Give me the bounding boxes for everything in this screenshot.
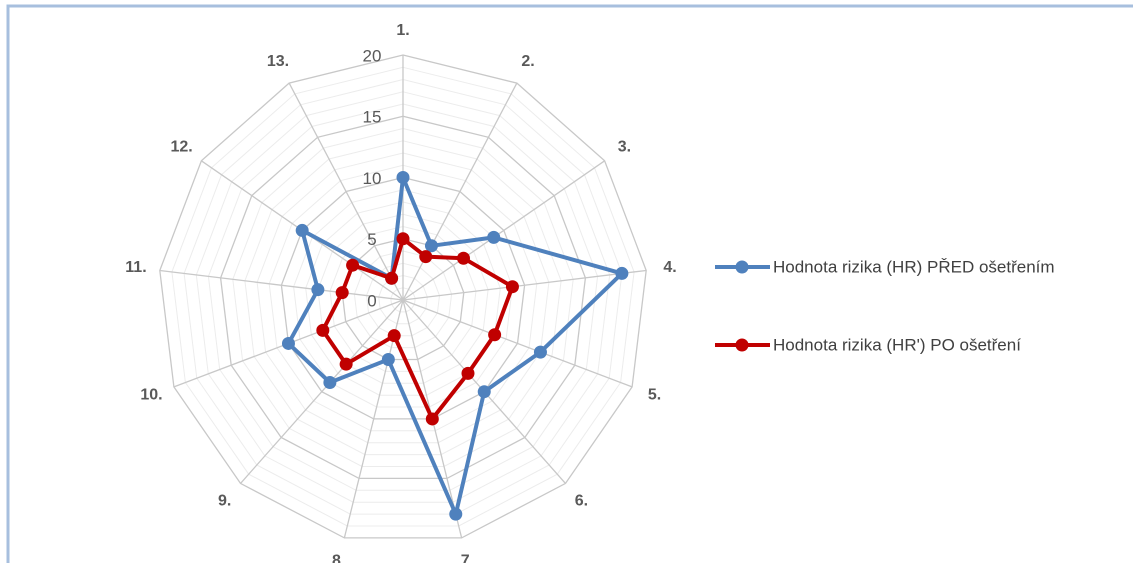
- data-point: [396, 171, 410, 184]
- category-label: 12.: [170, 138, 192, 155]
- data-point: [396, 232, 410, 246]
- spoke: [159, 269, 404, 301]
- legend-label: Hodnota rizika (HR) PŘED ošetřením: [773, 257, 1055, 276]
- grid-ring: [219, 115, 587, 480]
- minor-grid-ring: [390, 287, 416, 313]
- data-point: [311, 283, 325, 297]
- y-tick-label: 5: [367, 230, 376, 249]
- category-label: 8.: [332, 552, 345, 563]
- data-point: [387, 329, 401, 343]
- category-label: 1.: [396, 22, 409, 39]
- data-point: [339, 357, 353, 371]
- spoke: [402, 82, 518, 301]
- data-point: [295, 223, 309, 237]
- legend-label: Hodnota rizika (HR') PO ošetření: [773, 335, 1021, 354]
- series-line: [286, 175, 624, 517]
- spoke: [288, 82, 404, 301]
- legend-marker: [735, 338, 749, 352]
- minor-grid-ring: [183, 78, 623, 515]
- category-label: 2.: [521, 53, 534, 70]
- legend: Hodnota rizika (HR) PŘED ošetřením Hodnot…: [715, 257, 1055, 354]
- minor-grid-ring: [378, 274, 428, 325]
- minor-grid-ring: [365, 262, 441, 337]
- minor-grid-ring: [317, 213, 489, 384]
- minor-grid-ring: [171, 66, 635, 527]
- minor-grid-ring: [195, 91, 611, 503]
- minor-grid-ring: [244, 140, 562, 456]
- category-label: 11.: [125, 259, 146, 276]
- data-point: [316, 323, 330, 337]
- y-tick-label: 0: [367, 291, 376, 310]
- data-point: [449, 507, 463, 521]
- data-point: [487, 230, 501, 244]
- data-point: [424, 239, 438, 253]
- data-point: [335, 286, 349, 300]
- data-point: [505, 280, 519, 294]
- category-label: 13.: [267, 53, 289, 70]
- data-point: [419, 250, 433, 264]
- data-point: [425, 412, 439, 426]
- legend-marker: [735, 260, 749, 274]
- data-point: [323, 376, 337, 390]
- category-label: 4.: [663, 259, 676, 276]
- category-label: 5.: [648, 387, 661, 404]
- y-tick-label: 10: [363, 169, 382, 188]
- category-label: 3.: [618, 138, 631, 155]
- data-point: [385, 271, 399, 285]
- y-tick-label: 20: [363, 46, 382, 65]
- data-point: [381, 352, 395, 366]
- data-point: [281, 336, 295, 350]
- data-point: [477, 385, 491, 399]
- data-point: [488, 328, 502, 342]
- spoke: [402, 160, 606, 301]
- spoke: [402, 269, 647, 301]
- data-point: [615, 266, 629, 280]
- category-label: 9.: [218, 493, 231, 510]
- frame: [6, 4, 1133, 568]
- plot: [281, 171, 629, 521]
- data-point: [346, 258, 360, 272]
- spoke: [402, 299, 633, 388]
- minor-grid-ring: [293, 189, 513, 408]
- y-tick-label: 15: [363, 108, 382, 127]
- category-label: 6.: [575, 493, 588, 510]
- grid-ring: [159, 54, 647, 539]
- data-point: [533, 345, 547, 359]
- grid: 1. 2. 3. 4. 5. 6. 7. 8. 9. 10. 11. 12. 13. 0 5 10 15 20: [125, 22, 676, 568]
- minor-grid-ring: [256, 152, 550, 444]
- minor-grid-ring: [232, 127, 574, 467]
- category-label: 10.: [140, 387, 162, 404]
- data-point: [461, 366, 475, 380]
- data-point: [456, 251, 470, 265]
- minor-grid-ring: [207, 103, 599, 491]
- minor-grid-ring: [268, 164, 538, 432]
- minor-grid-ring: [353, 250, 453, 349]
- spoke: [240, 299, 404, 484]
- category-label: 7.: [461, 552, 474, 563]
